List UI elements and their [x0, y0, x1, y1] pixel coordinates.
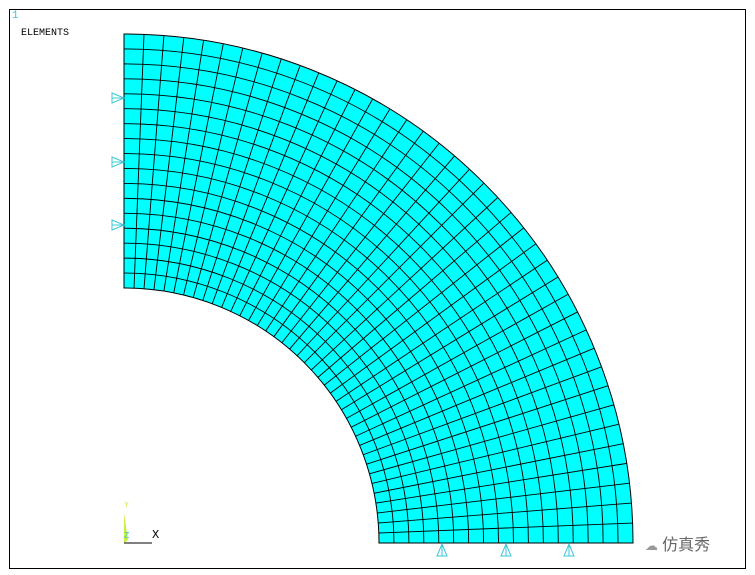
- mesh-radial-line: [273, 130, 424, 337]
- mesh-radial-line: [377, 482, 630, 514]
- constraint-triangle-icon: [436, 542, 448, 557]
- mesh-radial-line: [369, 404, 615, 475]
- triad-y-label: Y: [124, 501, 129, 510]
- mesh-radial-line: [341, 276, 559, 411]
- mesh-radial-line: [248, 98, 374, 321]
- mesh-radial-line: [346, 293, 569, 419]
- mesh-radial-line: [211, 65, 301, 304]
- mesh-radial-line: [363, 366, 602, 456]
- triad-z-label: Z: [124, 531, 130, 541]
- mesh-radial-line: [323, 227, 525, 386]
- mesh-radial-line: [289, 155, 455, 350]
- mesh-radial-line: [163, 40, 205, 292]
- mesh-radial-line: [239, 89, 356, 316]
- mesh-radial-line: [153, 37, 185, 290]
- watermark: ☁ 仿真秀: [645, 531, 710, 555]
- constraint-triangle-icon: [111, 92, 126, 104]
- mesh-radial-line: [317, 212, 512, 378]
- mesh-radial-line: [378, 522, 633, 534]
- mesh-radial-line: [374, 443, 624, 494]
- mesh-radial-line: [230, 80, 338, 312]
- mesh-radial-line: [143, 35, 165, 289]
- constraint-triangle-icon: [111, 156, 126, 168]
- mesh-radial-line: [371, 423, 620, 484]
- mesh-radial-line: [378, 502, 632, 524]
- constraint-triangle-icon: [500, 542, 512, 557]
- mesh-radial-line: [355, 329, 587, 437]
- mesh-radial-line: [202, 58, 282, 301]
- mesh-radial-line: [335, 259, 548, 402]
- mesh-radial-line: [366, 385, 609, 465]
- watermark-icon: ☁: [645, 539, 663, 554]
- mesh-radial-line: [359, 347, 595, 446]
- watermark-text: 仿真秀: [662, 535, 711, 554]
- triad-x-label: X: [152, 528, 160, 542]
- triad-y-axis-icon: [124, 513, 128, 543]
- mesh-radial-line: [330, 243, 537, 394]
- graphics-window: [9, 9, 746, 569]
- mesh-radial-line: [183, 47, 244, 296]
- plot-title: ELEMENTS: [21, 28, 70, 39]
- constraint-triangle-icon: [563, 542, 575, 557]
- mesh-radial-line: [221, 72, 320, 308]
- window-number: 1: [12, 10, 19, 22]
- mesh-radial-line: [296, 168, 470, 357]
- mesh-radial-line: [303, 182, 485, 364]
- mesh-radial-line: [256, 108, 391, 326]
- mesh-radial-line: [133, 34, 145, 289]
- mesh-radial-line: [173, 43, 224, 293]
- mesh-radial-line: [351, 311, 578, 428]
- mesh-radial-line: [281, 142, 440, 344]
- mesh-radial-line: [192, 52, 263, 298]
- mesh-radial-line: [310, 197, 499, 371]
- mesh-radial-line: [375, 462, 627, 504]
- mesh-radial-line: [265, 119, 408, 332]
- constraint-triangle-icon: [111, 219, 126, 231]
